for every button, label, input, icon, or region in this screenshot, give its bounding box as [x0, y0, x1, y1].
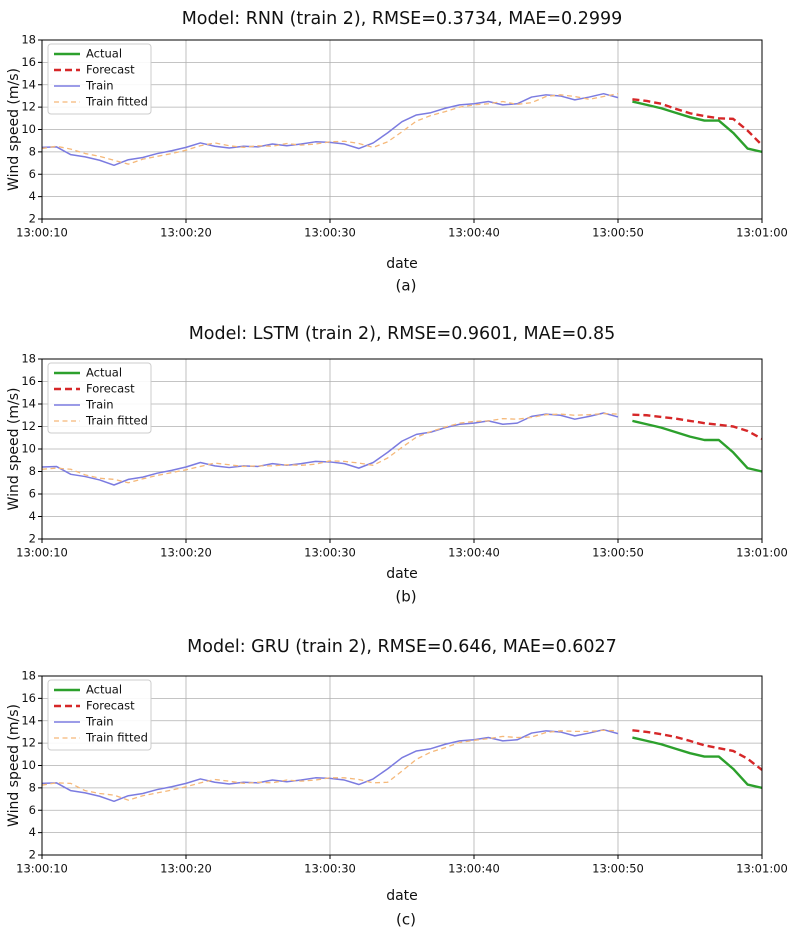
chart-panel-1: Model: RNN (train 2), RMSE=0.3734, MAE=0…: [6, 9, 788, 295]
y-tick-label: 14: [21, 77, 36, 91]
legend: Actual Forecast Train Train fitted: [47, 679, 152, 751]
legend-box: [47, 679, 152, 751]
x-tick-label: 13:00:50: [592, 862, 644, 876]
legend-label: Train fitted: [85, 95, 148, 109]
y-tick-label: 2: [29, 848, 36, 862]
y-axis-label: Wind speed (m/s): [6, 68, 22, 191]
x-tick-label: 13:00:20: [160, 862, 212, 876]
chart-title: Model: LSTM (train 2), RMSE=0.9601, MAE=…: [189, 324, 616, 344]
panel-caption: (c): [396, 911, 416, 928]
y-tick-label: 2: [29, 532, 36, 546]
x-tick-label: 13:00:10: [16, 546, 68, 560]
x-tick-label: 13:00:40: [448, 226, 500, 240]
y-tick-label: 16: [21, 55, 36, 69]
x-axis-label: date: [386, 888, 418, 904]
chart-panel-3: Model: GRU (train 2), RMSE=0.646, MAE=0.…: [6, 637, 788, 928]
x-tick-label: 13:01:00: [736, 862, 788, 876]
legend-label: Forecast: [86, 63, 135, 77]
legend-label: Forecast: [86, 699, 135, 713]
legend-label: Train: [85, 398, 114, 412]
y-tick-label: 6: [29, 803, 36, 817]
legend-label: Train fitted: [85, 731, 148, 745]
y-tick-label: 18: [21, 33, 36, 47]
series-line-train: [41, 412, 619, 486]
x-tick-label: 13:00:20: [160, 226, 212, 240]
y-tick-label: 14: [21, 713, 36, 727]
x-tick-label: 13:00:20: [160, 546, 212, 560]
x-tick-label: 13:00:30: [304, 862, 356, 876]
panel-caption: (a): [396, 277, 417, 295]
series-line-actual: [632, 736, 763, 790]
y-tick-label: 10: [21, 122, 36, 136]
legend-label: Actual: [86, 47, 122, 61]
series-line-train-fitted: [41, 412, 619, 484]
x-axis-label: date: [386, 256, 418, 272]
series-line-train: [41, 728, 619, 803]
legend-label: Actual: [86, 366, 122, 380]
x-tick-label: 13:00:50: [592, 226, 644, 240]
y-tick-label: 2: [29, 212, 36, 226]
y-tick-label: 10: [21, 758, 36, 772]
legend-label: Forecast: [86, 382, 135, 396]
legend-box: [47, 362, 152, 434]
series-line-forecast: [632, 98, 763, 147]
x-tick-label: 13:01:00: [736, 546, 788, 560]
legend-box: [47, 43, 152, 115]
y-tick-label: 6: [29, 487, 36, 501]
y-axis-label: Wind speed (m/s): [6, 388, 22, 511]
y-tick-label: 18: [21, 352, 36, 366]
legend-label: Train fitted: [85, 414, 148, 428]
y-tick-label: 12: [21, 419, 36, 433]
panel-caption: (b): [395, 588, 416, 606]
y-tick-label: 6: [29, 167, 36, 181]
y-tick-label: 12: [21, 100, 36, 114]
y-tick-label: 10: [21, 442, 36, 456]
series-line-actual: [632, 100, 763, 154]
x-tick-label: 13:00:10: [16, 862, 68, 876]
legend-label: Train: [85, 715, 114, 729]
y-tick-label: 8: [29, 144, 36, 158]
x-axis-label: date: [386, 566, 418, 582]
chart-title: Model: RNN (train 2), RMSE=0.3734, MAE=0…: [182, 9, 623, 29]
x-tick-label: 13:00:40: [448, 546, 500, 560]
y-tick-label: 8: [29, 780, 36, 794]
legend: Actual Forecast Train Train fitted: [47, 362, 152, 434]
legend: Actual Forecast Train Train fitted: [47, 43, 152, 115]
series-line-forecast: [632, 729, 763, 771]
y-tick-label: 4: [29, 189, 36, 203]
y-tick-label: 16: [21, 374, 36, 388]
series-line-actual: [632, 419, 763, 473]
chart-title: Model: GRU (train 2), RMSE=0.646, MAE=0.…: [187, 637, 617, 657]
chart-panel-2: Model: LSTM (train 2), RMSE=0.9601, MAE=…: [6, 324, 788, 606]
x-tick-label: 13:00:30: [304, 226, 356, 240]
y-tick-label: 4: [29, 825, 36, 839]
x-tick-label: 13:01:00: [736, 226, 788, 240]
series-line-train: [41, 92, 619, 167]
legend-label: Actual: [86, 683, 122, 697]
x-tick-label: 13:00:30: [304, 546, 356, 560]
y-tick-label: 8: [29, 464, 36, 478]
x-tick-label: 13:00:40: [448, 862, 500, 876]
legend-label: Train: [85, 79, 114, 93]
y-tick-label: 16: [21, 691, 36, 705]
series-line-train-fitted: [41, 93, 619, 165]
y-tick-label: 18: [21, 669, 36, 683]
x-tick-label: 13:00:50: [592, 546, 644, 560]
y-axis-label: Wind speed (m/s): [6, 704, 22, 827]
x-tick-label: 13:00:10: [16, 226, 68, 240]
y-tick-label: 4: [29, 509, 36, 523]
y-tick-label: 12: [21, 736, 36, 750]
y-tick-label: 14: [21, 397, 36, 411]
